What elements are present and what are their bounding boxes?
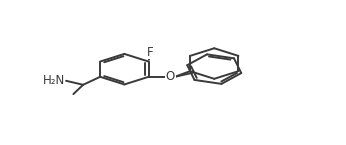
- Text: H₂N: H₂N: [43, 74, 65, 87]
- Text: O: O: [166, 70, 175, 83]
- Text: F: F: [146, 46, 153, 59]
